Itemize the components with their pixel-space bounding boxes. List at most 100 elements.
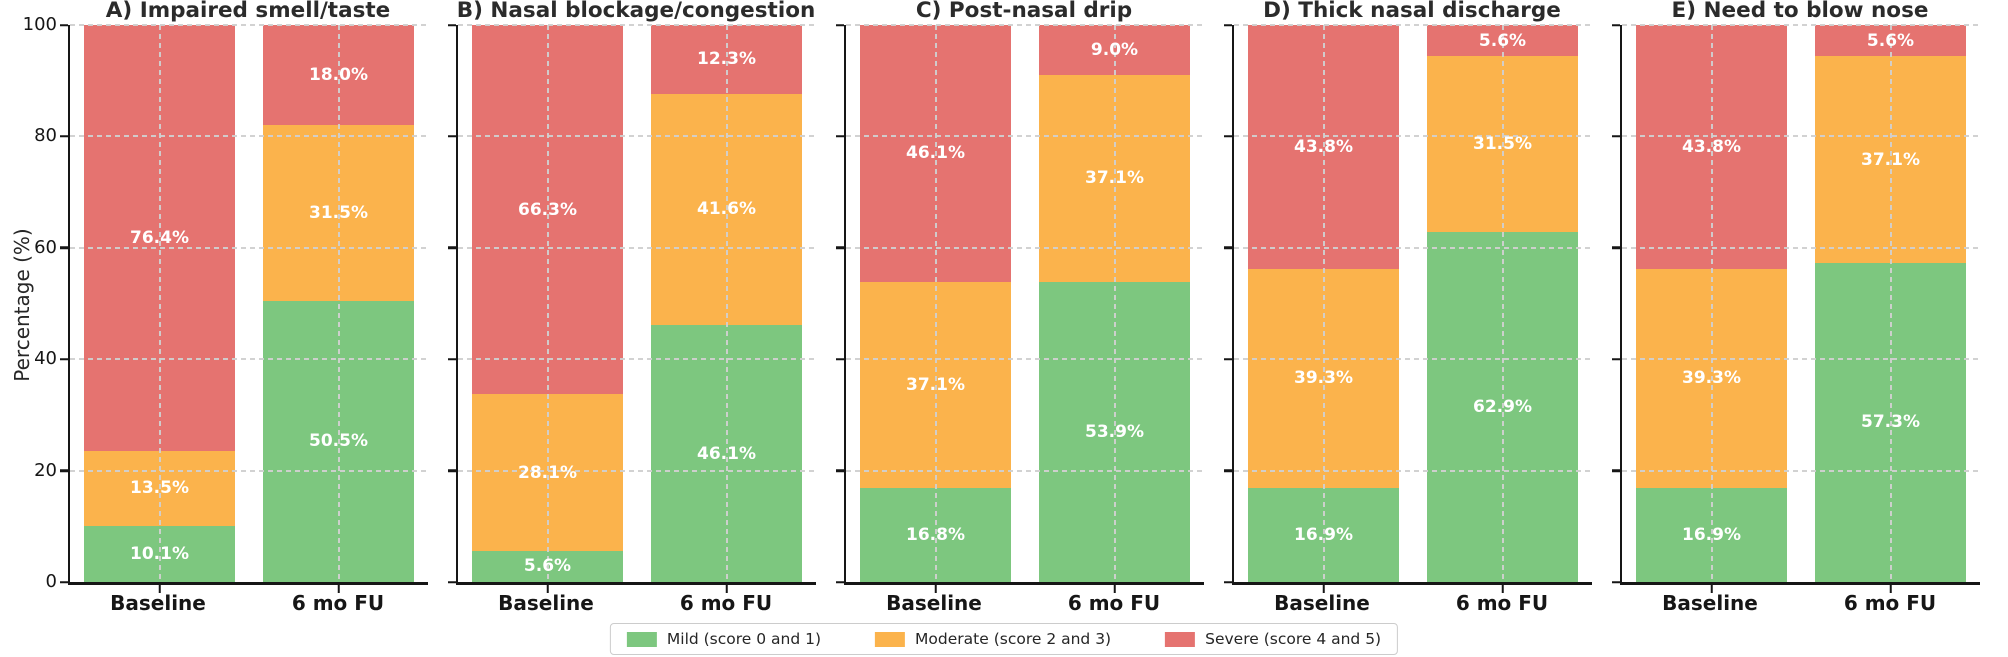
gridline-h-80: [1234, 135, 1592, 138]
gridline-h-40: [1234, 358, 1592, 361]
bar-segment-severe: 5.6%: [1427, 25, 1578, 57]
x-axis-labels: Baseline 6 mo FU: [1232, 591, 1592, 623]
gridline-v-1: [1322, 25, 1325, 582]
bar-segment-severe: 5.6%: [1815, 25, 1966, 57]
panel-title: A) Impaired smell/taste: [105, 0, 391, 23]
gridline-h-60: [846, 246, 1204, 249]
y-tick-80: [59, 135, 68, 138]
segment-value-label: 5.6%: [523, 556, 572, 577]
x-tick-label-6-mo-fu: 6 mo FU: [679, 591, 773, 615]
segment-value-label: 16.8%: [906, 525, 965, 546]
x-tick-label-6-mo-fu: 6 mo FU: [1067, 591, 1161, 615]
gridline-h-80: [1622, 135, 1980, 138]
panel-title: D) Thick nasal discharge: [1263, 0, 1561, 23]
x-tick-2: [1501, 585, 1504, 593]
y-tick-80: [1611, 135, 1620, 138]
gridline-h-40: [70, 358, 428, 361]
y-tick-60: [835, 246, 844, 250]
gridline-h-100: [846, 24, 1204, 26]
gridline-h-40: [1622, 358, 1980, 361]
x-axis-labels: Baseline 6 mo FU: [68, 591, 428, 623]
legend-item-severe: Severe (score 4 and 5): [1165, 630, 1381, 648]
gridline-h-100: [458, 24, 816, 26]
gridline-h-20: [846, 469, 1204, 472]
y-axis-label: Percentage (%): [10, 228, 34, 382]
x-axis-labels: Baseline 6 mo FU: [844, 591, 1204, 623]
segment-value-label: 37.1%: [1861, 149, 1920, 170]
segment-value-label: 62.9%: [1473, 396, 1532, 417]
gridline-h-20: [70, 469, 428, 472]
x-tick-1: [1710, 585, 1713, 593]
y-tick-40: [59, 357, 68, 361]
gridline-v-1: [546, 25, 549, 582]
y-tick-label-20: 20: [34, 459, 57, 481]
y-tick-20: [1223, 469, 1232, 472]
y-tick-80: [1223, 135, 1232, 138]
moderate-swatch-icon: [875, 631, 906, 647]
x-tick-label-baseline: Baseline: [886, 591, 982, 615]
legend: Mild (score 0 and 1) Moderate (score 2 a…: [609, 623, 1399, 655]
segment-value-label: 43.8%: [1682, 137, 1741, 157]
segment-value-label: 13.5%: [130, 478, 189, 499]
panel-title: B) Nasal blockage/congestion: [456, 0, 816, 23]
y-tick-100: [59, 23, 68, 27]
y-tick-40: [1223, 357, 1232, 361]
gridline-v-2: [725, 25, 728, 582]
plot-area: 10.1% 13.5% 76.4% 50.5% 31.5% 18.0% 0 20 40 60 80 1…: [23, 16, 428, 593]
segment-value-label: 76.4%: [130, 227, 189, 248]
x-tick-label-6-mo-fu: 6 mo FU: [1455, 591, 1549, 615]
y-tick-label-0: 0: [45, 571, 57, 592]
plot-area: 5.6% 28.1% 66.3% 46.1% 41.6% 12.3%: [447, 23, 816, 593]
segment-value-label: 46.1%: [906, 143, 965, 164]
segment-value-label: 28.1%: [518, 462, 577, 483]
y-tick-20: [59, 469, 68, 472]
gridline-v-2: [1889, 25, 1892, 582]
segment-value-label: 5.6%: [1478, 30, 1527, 51]
y-tick-60: [447, 246, 456, 250]
legend-label: Severe (score 4 and 5): [1205, 630, 1382, 648]
gridline-h-100: [70, 24, 428, 26]
gridline-h-80: [846, 135, 1204, 138]
gridline-h-80: [70, 135, 428, 138]
gridline-h-20: [458, 469, 816, 472]
severe-swatch-icon: [1165, 631, 1196, 647]
x-tick-label-baseline: Baseline: [1274, 591, 1370, 615]
gridline-h-40: [846, 358, 1204, 361]
y-tick-100: [835, 23, 844, 27]
gridline-h-40: [458, 358, 816, 361]
x-tick-1: [934, 585, 937, 593]
segment-value-label: 66.3%: [518, 199, 577, 220]
y-tick-40: [835, 357, 844, 361]
segment-value-label: 16.9%: [1682, 524, 1741, 545]
x-tick-label-baseline: Baseline: [498, 591, 594, 615]
y-tick-80: [447, 135, 456, 138]
y-tick-label-40: 40: [34, 348, 57, 370]
y-tick-100: [1223, 23, 1232, 27]
segment-value-label: 31.5%: [309, 202, 368, 223]
y-tick-0: [1223, 580, 1232, 584]
gridline-h-20: [1234, 469, 1592, 472]
legend-item-moderate: Moderate (score 2 and 3): [875, 630, 1111, 648]
segment-value-label: 41.6%: [697, 199, 756, 220]
segment-value-label: 10.1%: [130, 543, 189, 564]
gridline-h-100: [1622, 24, 1980, 26]
y-tick-label-60: 60: [34, 236, 57, 258]
segment-value-label: 43.8%: [1294, 137, 1353, 157]
y-tick-20: [835, 469, 844, 472]
gridline-v-2: [1113, 25, 1116, 582]
y-tick-60: [59, 246, 68, 250]
gridline-h-20: [1622, 469, 1980, 472]
panel-A: A) Impaired smell/taste 10.1% 13.5% 76.4% 50…: [23, 0, 456, 657]
segment-value-label: 31.5%: [1473, 133, 1532, 154]
y-tick-80: [835, 135, 844, 138]
y-tick-60: [1611, 246, 1620, 250]
x-axis-labels: Baseline 6 mo FU: [456, 591, 816, 623]
y-tick-40: [1611, 357, 1620, 361]
gridline-h-60: [70, 246, 428, 249]
segment-value-label: 53.9%: [1085, 421, 1144, 442]
y-tick-60: [1223, 246, 1232, 250]
segment-value-label: 16.9%: [1294, 524, 1353, 545]
segment-value-label: 5.6%: [1866, 30, 1915, 51]
x-tick-label-baseline: Baseline: [1662, 591, 1758, 615]
